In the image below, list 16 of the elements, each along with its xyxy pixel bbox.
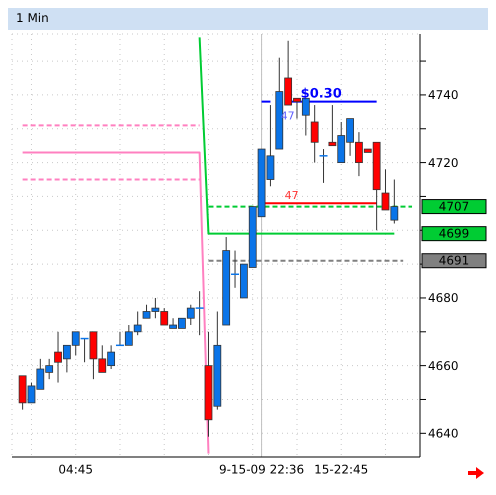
annotation: $0.30	[300, 86, 342, 102]
y-tick-label: 4740	[428, 88, 459, 102]
y-tick-label: 4640	[428, 426, 459, 441]
candlestick	[310, 104, 319, 164]
x-tick-label: 04:45	[58, 462, 94, 477]
text: 4707	[438, 200, 470, 214]
y-tick-label: 4720	[428, 156, 459, 170]
x-tick-label: 9-15-09 22:36	[218, 462, 304, 477]
text: 4699	[438, 226, 470, 241]
y-tick-label: 4680	[428, 291, 459, 306]
x-tick-label: 15-22:45	[314, 462, 368, 477]
candlestick	[318, 148, 328, 184]
y-tick-label: 4660	[428, 358, 459, 373]
text: 4691	[438, 254, 470, 268]
annotation: 47	[284, 189, 299, 202]
chart-title: 1 Min	[8, 8, 488, 30]
